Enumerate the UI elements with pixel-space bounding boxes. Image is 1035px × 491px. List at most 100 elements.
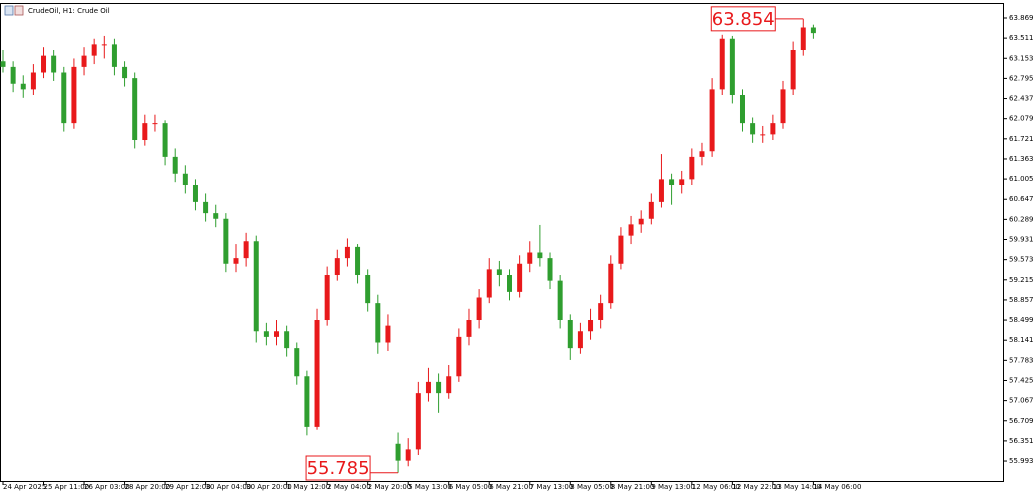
candle-body	[334, 258, 340, 276]
x-tick-label: 6 May 21:00	[489, 483, 533, 491]
candle-body	[294, 348, 300, 377]
x-tick-label: 5 May 13:00	[408, 483, 452, 491]
candle-body	[304, 376, 310, 427]
candle-body	[0, 61, 6, 67]
annotation-box	[305, 455, 371, 481]
y-tick-label: 55.993	[1009, 457, 1034, 465]
candle-body	[557, 280, 563, 321]
candle-body	[284, 331, 290, 349]
candle-body	[41, 55, 47, 73]
candle-body	[122, 66, 128, 79]
x-tick-label: 26 Apr 03:00	[84, 483, 130, 491]
candle-body	[608, 263, 614, 304]
candle-body	[699, 151, 705, 157]
candle-body	[476, 297, 482, 321]
x-tick-label: 2 May 04:00	[327, 483, 371, 491]
x-tick-label: 29 Apr 12:00	[165, 483, 211, 491]
candle-body	[547, 258, 553, 281]
y-tick-label: 56.351	[1009, 437, 1034, 445]
candle-body	[111, 44, 117, 67]
candle-body	[203, 201, 209, 214]
candle-body	[598, 303, 604, 321]
candle-body	[719, 38, 725, 90]
y-tick-label: 59.573	[1009, 256, 1034, 264]
x-tick-label: 25 Apr 11:00	[44, 483, 90, 491]
x-tick-label: 30 Apr 04:00	[206, 483, 252, 491]
x-tick-label: 28 Apr 20:00	[125, 483, 171, 491]
y-tick-label: 56.709	[1009, 417, 1034, 425]
chart-title: CrudeOil, H1: Crude Oil	[28, 7, 110, 15]
candle-body	[689, 156, 695, 180]
candle-body	[810, 27, 816, 34]
candle-body	[405, 449, 411, 461]
x-tick-label: 2 May 20:00	[368, 483, 412, 491]
y-tick-label: 59.215	[1009, 276, 1034, 284]
y-tick-label: 63.153	[1009, 54, 1034, 62]
candle-body	[618, 235, 624, 264]
candle-body	[253, 241, 259, 332]
candle-body	[436, 381, 442, 394]
candle-body	[729, 38, 735, 96]
candle-body	[10, 66, 16, 84]
x-tick-label: 8 May 21:00	[611, 483, 655, 491]
candle-body	[669, 179, 675, 186]
x-tick-label: 9 May 13:00	[651, 483, 695, 491]
y-tick-label: 62.437	[1009, 95, 1034, 103]
annotation-box	[710, 6, 776, 32]
candle-body	[192, 185, 198, 202]
candle-body	[750, 123, 756, 135]
y-tick-label: 58.499	[1009, 316, 1034, 324]
y-tick-label: 62.795	[1009, 74, 1034, 82]
y-tick-label: 59.931	[1009, 236, 1034, 244]
candle-body	[648, 201, 654, 219]
x-tick-label: 30 Apr 20:00	[246, 483, 292, 491]
candle-body	[213, 213, 219, 219]
candle-body	[385, 325, 391, 343]
y-tick-label: 62.079	[1009, 115, 1034, 123]
y-tick-label: 58.141	[1009, 336, 1034, 344]
y-tick-label: 60.647	[1009, 195, 1034, 203]
candle-body	[466, 320, 472, 337]
x-tick-label: 12 May 06:00	[692, 483, 740, 491]
candle-body	[395, 443, 401, 461]
annotation-label: 55.785	[307, 458, 370, 479]
candle-body	[20, 83, 26, 90]
candle-body	[537, 252, 543, 259]
candle-body	[51, 55, 57, 73]
candle-body	[517, 263, 523, 292]
candle-body	[638, 218, 644, 225]
y-tick-label: 61.363	[1009, 155, 1034, 163]
y-tick-label: 61.005	[1009, 175, 1034, 183]
candle-body	[81, 55, 87, 67]
candle-body	[567, 320, 573, 349]
annotation-label: 63.854	[712, 9, 775, 30]
candle-body	[324, 275, 330, 321]
candle-body	[223, 218, 229, 264]
x-tick-label: 24 Apr 2025	[3, 483, 46, 491]
x-tick-label: 8 May 05:00	[570, 483, 614, 491]
candle-body	[314, 320, 320, 427]
icon	[4, 5, 14, 16]
x-tick-label: 12 May 22:00	[732, 483, 780, 491]
candle-body	[456, 336, 462, 377]
candle-body	[780, 89, 786, 124]
candle-body	[274, 331, 280, 337]
candle-body	[101, 44, 107, 46]
candle-body	[790, 50, 796, 90]
y-tick-label: 58.857	[1009, 296, 1034, 304]
candle-body	[172, 156, 178, 174]
candle-body	[415, 393, 421, 450]
x-tick-label: 7 May 13:00	[530, 483, 574, 491]
x-tick-label: 13 May 14:00	[773, 483, 821, 491]
candle-body	[61, 72, 67, 124]
y-tick-label: 60.289	[1009, 215, 1034, 223]
plot-frame	[0, 3, 1004, 482]
candle-body	[496, 269, 502, 276]
candle-body	[91, 44, 97, 56]
y-tick-label: 57.067	[1009, 397, 1034, 405]
candle-body	[355, 246, 361, 276]
candle-body	[243, 241, 249, 259]
candle-body	[344, 246, 350, 259]
candle-body	[679, 179, 685, 186]
